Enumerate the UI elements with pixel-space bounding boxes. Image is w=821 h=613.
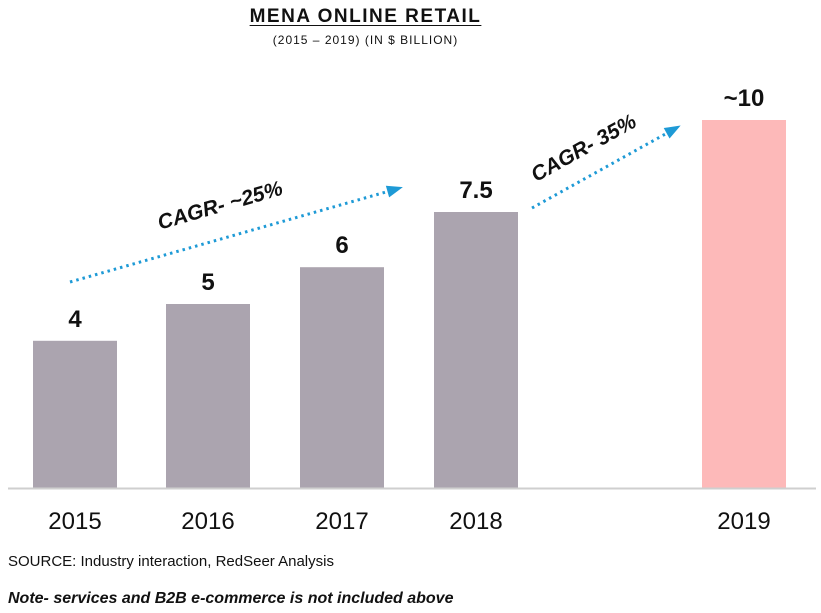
cagr-arrow-2-line (531, 125, 679, 210)
cagr-label-2: CAGR- 35% (527, 110, 640, 187)
category-label-2017: 2017 (315, 508, 368, 535)
bar-2018 (434, 212, 518, 488)
value-label-2015: 4 (68, 306, 82, 333)
cagr-arrow-2-head (663, 125, 681, 139)
footnote: Note- services and B2B e-commerce is not… (8, 590, 454, 607)
value-label-2017: 6 (335, 232, 348, 259)
chart-subtitle: (2015 – 2019) (IN $ BILLION) (272, 33, 459, 47)
value-label-2018: 7.5 (459, 177, 492, 204)
bar-2017 (300, 267, 384, 488)
category-label-2015: 2015 (48, 508, 101, 535)
bar-2015 (33, 340, 117, 488)
bar-2016 (166, 304, 250, 488)
cagr-arrow-1-head (385, 185, 403, 198)
chart-title: MENA ONLINE RETAIL (249, 6, 482, 27)
value-label-2019: ~10 (724, 85, 765, 112)
value-label-2016: 5 (201, 269, 214, 296)
source-note: SOURCE: Industry interaction, RedSeer An… (8, 553, 334, 570)
category-label-2019: 2019 (717, 508, 770, 535)
bar-2019 (702, 120, 786, 488)
category-label-2018: 2018 (449, 508, 502, 535)
category-label-2016: 2016 (181, 508, 234, 535)
